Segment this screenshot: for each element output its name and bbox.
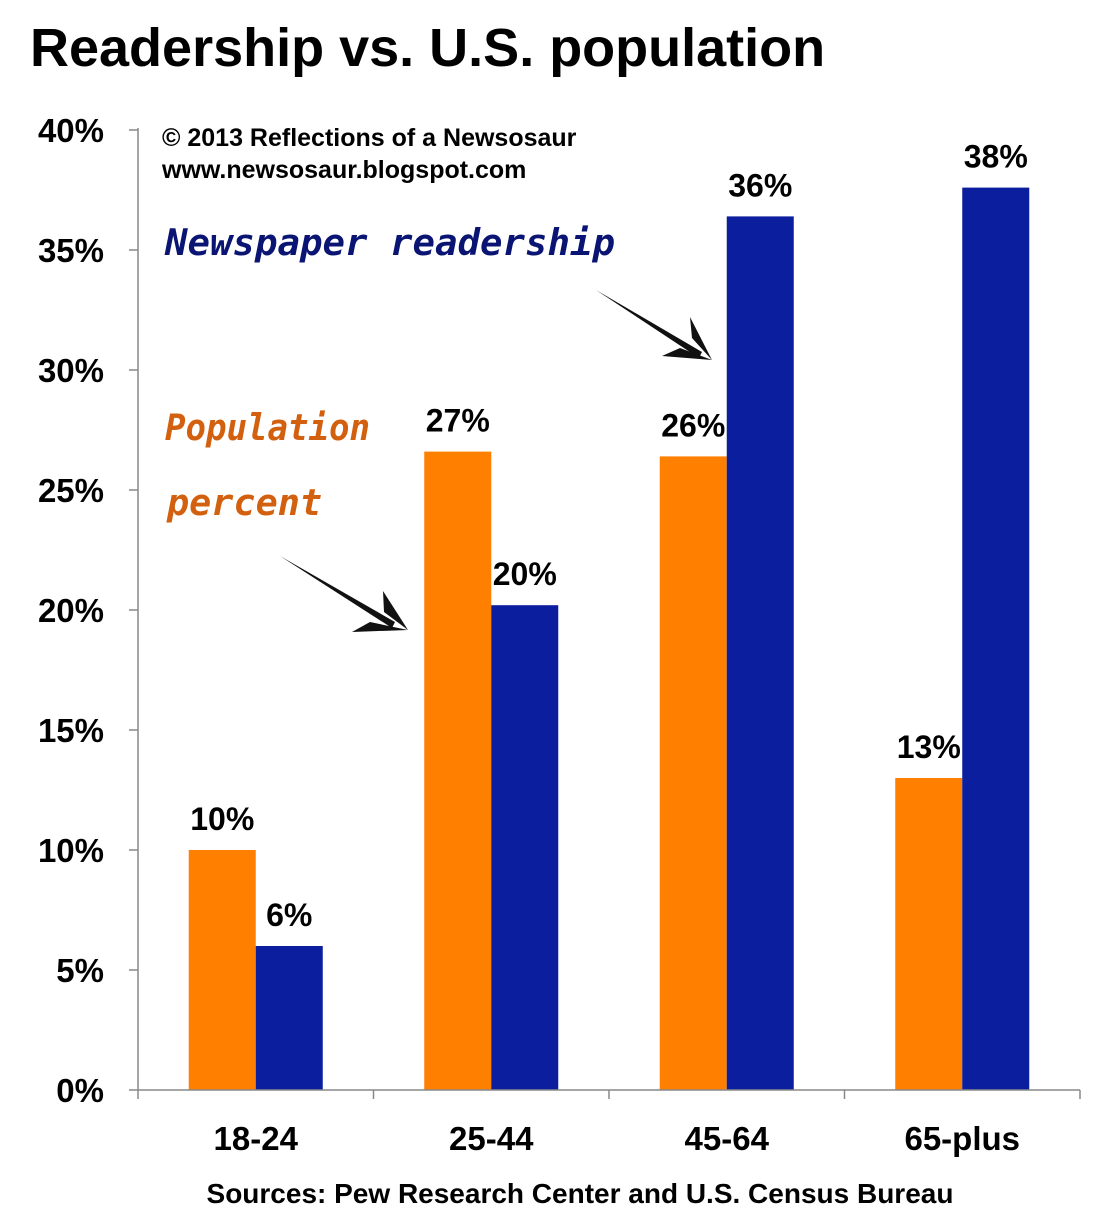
y-tick-label: 20%	[38, 592, 104, 629]
bar-readership-65-plus	[962, 187, 1030, 1091]
y-tick-label: 25%	[38, 472, 104, 509]
x-axis-ticks: 18-24 25-44 45-64 65-plus	[137, 1090, 1081, 1157]
bar-population-45-64	[659, 456, 727, 1090]
data-label-readership-65-plus: 38%	[964, 139, 1028, 175]
y-tick-label: 40%	[38, 112, 104, 149]
annotation-readership: Newspaper readership	[164, 223, 615, 264]
bar-readership-45-64	[726, 216, 794, 1090]
y-tick-label: 30%	[38, 352, 104, 389]
annotation-population-line-1: Population	[165, 408, 370, 449]
credit-line-1: © 2013 Reflections of a Newsosaur	[162, 124, 577, 152]
data-label-readership-45-64: 36%	[728, 167, 792, 203]
bar-population-18-24	[188, 850, 256, 1090]
y-tick-label: 5%	[56, 952, 104, 989]
chart-title: Readership vs. U.S. population	[30, 18, 825, 78]
source-note: Sources: Pew Research Center and U.S. Ce…	[207, 1178, 954, 1209]
bar-readership-18-24	[255, 946, 323, 1090]
data-label-population-18-24: 10%	[190, 801, 254, 837]
credit-line-2: www.newsosaur.blogspot.com	[161, 156, 526, 184]
y-tick-label: 0%	[56, 1072, 104, 1109]
annotation-population-line-2: percent	[166, 483, 322, 524]
arrow-population	[280, 556, 408, 632]
bar-population-25-44	[424, 451, 492, 1091]
y-axis-ticks: 0% 5% 10% 15% 20% 25% 30% 35% 40%	[38, 112, 138, 1109]
bars	[188, 187, 1030, 1091]
y-tick-label: 15%	[38, 712, 104, 749]
x-tick-label: 65-plus	[904, 1120, 1020, 1157]
bar-readership-25-44	[491, 605, 559, 1090]
bar-population-65-plus	[895, 778, 963, 1090]
x-tick-label: 18-24	[214, 1120, 299, 1157]
x-tick-label: 45-64	[685, 1120, 770, 1157]
bar-labels: 10% 6% 27% 20% 26% 36% 13% 38%	[190, 139, 1028, 933]
data-label-population-45-64: 26%	[661, 407, 725, 443]
data-label-readership-18-24: 6%	[266, 897, 312, 933]
data-label-population-65-plus: 13%	[897, 729, 961, 765]
arrow-readership	[596, 290, 712, 360]
data-label-readership-25-44: 20%	[493, 556, 557, 592]
data-label-population-25-44: 27%	[426, 403, 490, 439]
x-tick-label: 25-44	[449, 1120, 534, 1157]
y-tick-label: 10%	[38, 832, 104, 869]
y-tick-label: 35%	[38, 232, 104, 269]
